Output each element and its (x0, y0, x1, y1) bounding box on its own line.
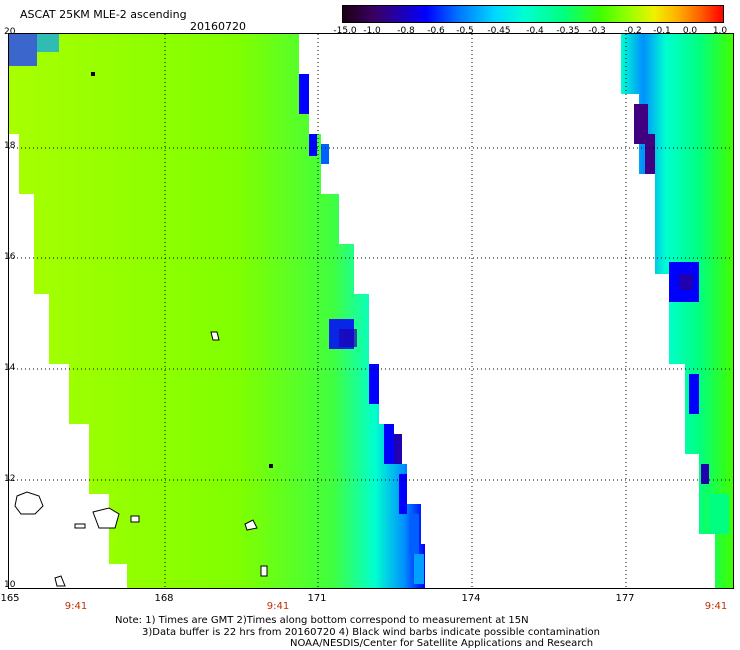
time-label: 9:41 (266, 601, 290, 612)
y-tick-label: 18 (4, 141, 16, 151)
x-tick-label: 171 (307, 593, 327, 604)
island-outline (92, 507, 120, 529)
island-outline (260, 565, 268, 577)
colorbar-label: -0.6 (427, 26, 445, 36)
colorbar-label: -0.5 (456, 26, 474, 36)
y-tick-label: 12 (4, 474, 16, 484)
left-swath (9, 34, 425, 588)
colorbar-label: -0.2 (624, 26, 642, 36)
colorbar-label: -1.0 (363, 26, 381, 36)
time-label: 9:41 (64, 601, 88, 612)
note-line-1: Note: 1) Times are GMT 2)Times along bot… (115, 615, 529, 626)
time-label: 9:41 (704, 601, 728, 612)
island-outline (210, 331, 220, 341)
colorbar-label: -0.1 (653, 26, 671, 36)
y-tick-label: 16 (4, 252, 16, 262)
colorbar-label: -0.3 (588, 26, 606, 36)
y-tick-label: 10 (4, 580, 16, 590)
colorbar-label: -0.45 (487, 26, 511, 36)
island-outline (74, 523, 86, 529)
colorbar-label: -0.4 (526, 26, 544, 36)
island-outline (14, 491, 44, 515)
x-tick-label: 165 (0, 593, 20, 604)
note-line-3: NOAA/NESDIS/Center for Satellite Applica… (290, 638, 594, 649)
color-scale-bar (342, 5, 724, 23)
island-outline (244, 519, 258, 531)
note-line-2: 3)Data buffer is 22 hrs from 20160720 4)… (142, 627, 600, 638)
x-tick-label: 177 (615, 593, 635, 604)
island-outline (54, 575, 66, 587)
x-tick-label: 168 (154, 593, 174, 604)
colorbar-label: 1.0 (712, 26, 728, 36)
island-outline (130, 515, 140, 523)
colorbar-label: 0.0 (682, 26, 698, 36)
colorbar-label: -0.8 (397, 26, 415, 36)
x-tick-label: 174 (461, 593, 481, 604)
colorbar-label: -15.0 (333, 26, 357, 36)
y-tick-label: 14 (4, 363, 16, 373)
chart-date: 20160720 (190, 20, 246, 33)
chart-title: ASCAT 25KM MLE-2 ascending (20, 8, 187, 21)
map-plot-area[interactable] (8, 33, 734, 589)
wind-swath-map (9, 34, 733, 588)
y-tick-label: 20 (4, 27, 16, 37)
grid-lines (9, 34, 733, 588)
colorbar-label: -0.35 (556, 26, 580, 36)
